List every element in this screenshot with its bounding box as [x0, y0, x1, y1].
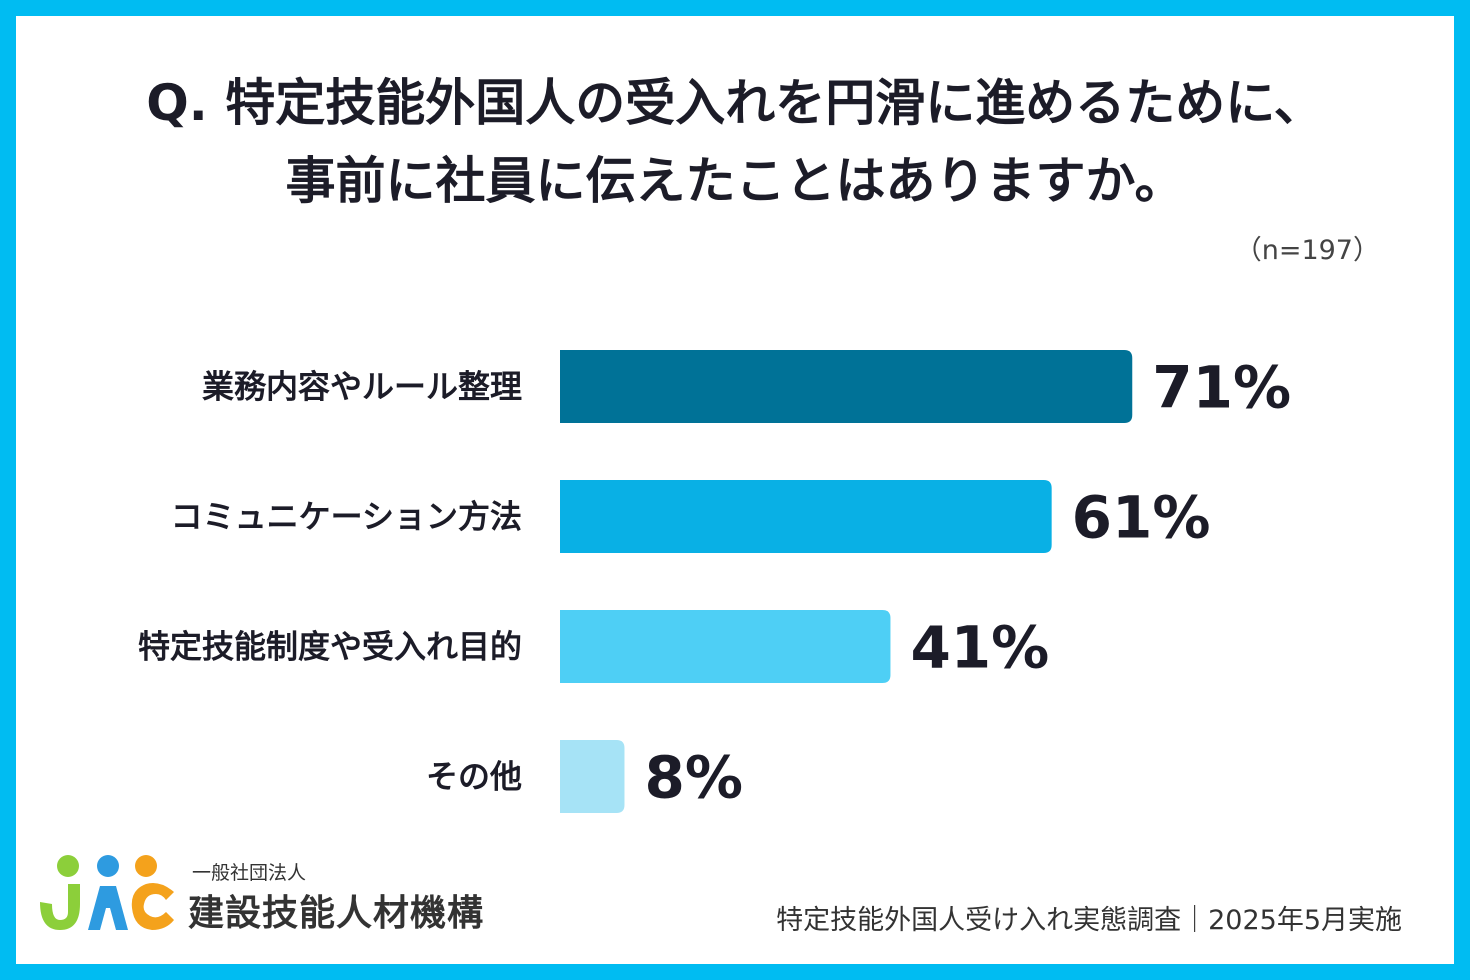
bar: [560, 350, 1133, 423]
chart-title: Q. 特定技能外国人の受入れを円滑に進めるために、 事前に社員に伝えたことはあり…: [0, 64, 1470, 220]
value-label: 71%: [1152, 354, 1291, 422]
value-label: 8%: [644, 744, 742, 812]
org-name: 建設技能人材機構: [188, 893, 485, 934]
title-line-1: Q. 特定技能外国人の受入れを円滑に進めるために、: [146, 74, 1324, 132]
category-label: コミュニケーション方法: [171, 498, 522, 536]
org-type: 一般社団法人: [192, 862, 307, 884]
bar: [560, 480, 1052, 553]
value-label: 61%: [1072, 484, 1211, 552]
bar: [560, 610, 891, 683]
category-label: その他: [426, 758, 522, 796]
org-logo-icon: [40, 855, 174, 930]
sample-size: （n=197）: [1234, 235, 1380, 266]
title-line-2: 事前に社員に伝えたことはありますか。: [285, 152, 1185, 210]
category-label: 業務内容やルール整理: [202, 368, 522, 406]
value-label: 41%: [910, 614, 1049, 682]
bar: [560, 740, 625, 813]
survey-note: 特定技能外国人受け入れ実態調査｜2025年5月実施: [776, 905, 1402, 936]
category-label: 特定技能制度や受入れ目的: [138, 628, 522, 666]
